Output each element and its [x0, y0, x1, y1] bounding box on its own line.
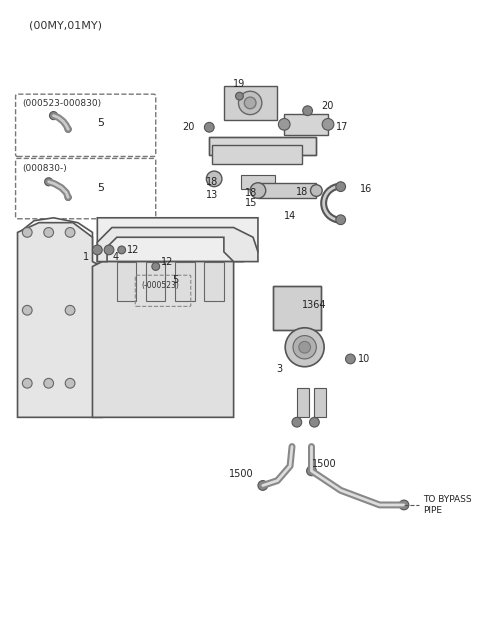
- Circle shape: [336, 215, 346, 225]
- Text: (000830-): (000830-): [23, 164, 67, 173]
- Bar: [72, 374, 86, 408]
- Circle shape: [307, 466, 316, 476]
- Bar: [166, 262, 187, 301]
- Circle shape: [49, 112, 58, 120]
- Text: 19: 19: [233, 79, 246, 90]
- Circle shape: [65, 126, 71, 132]
- Text: 17: 17: [336, 122, 348, 132]
- Text: TO BYPASS
PIPE: TO BYPASS PIPE: [423, 495, 472, 515]
- Text: 16: 16: [360, 184, 372, 193]
- Bar: [314, 388, 326, 417]
- Bar: [195, 262, 216, 301]
- Polygon shape: [175, 262, 195, 301]
- Circle shape: [206, 171, 222, 187]
- Bar: [166, 262, 187, 301]
- Bar: [209, 137, 316, 154]
- Circle shape: [250, 183, 266, 198]
- Text: 5: 5: [97, 118, 104, 129]
- Circle shape: [278, 118, 290, 130]
- Bar: [209, 137, 316, 154]
- Text: 20: 20: [182, 122, 195, 132]
- Text: 15: 15: [245, 198, 257, 208]
- Polygon shape: [204, 262, 224, 301]
- Text: 18: 18: [206, 177, 218, 187]
- Polygon shape: [146, 262, 166, 301]
- Polygon shape: [117, 262, 136, 301]
- Circle shape: [152, 262, 160, 270]
- Text: (000523-000830): (000523-000830): [23, 99, 101, 108]
- Circle shape: [44, 228, 54, 237]
- Circle shape: [44, 378, 54, 388]
- Text: 3: 3: [276, 364, 282, 374]
- Circle shape: [204, 122, 214, 132]
- Circle shape: [299, 341, 311, 353]
- Polygon shape: [18, 223, 102, 417]
- Circle shape: [310, 417, 319, 427]
- Bar: [136, 262, 158, 301]
- Polygon shape: [97, 218, 258, 262]
- Circle shape: [244, 97, 256, 109]
- Bar: [297, 388, 309, 417]
- Polygon shape: [97, 228, 258, 262]
- Polygon shape: [93, 262, 234, 417]
- Bar: [136, 262, 158, 301]
- Circle shape: [104, 245, 114, 255]
- Circle shape: [292, 417, 302, 427]
- Text: 1364: 1364: [302, 300, 326, 310]
- Circle shape: [285, 328, 324, 367]
- Circle shape: [23, 228, 32, 237]
- Text: 12: 12: [127, 245, 139, 255]
- Circle shape: [293, 335, 316, 359]
- Bar: [241, 175, 276, 189]
- Text: 1500: 1500: [312, 459, 336, 469]
- Text: 20: 20: [321, 101, 334, 111]
- Text: 1500: 1500: [228, 468, 253, 479]
- Bar: [195, 262, 216, 301]
- Text: 1: 1: [84, 252, 90, 262]
- Circle shape: [118, 246, 126, 254]
- Text: (-000523): (-000523): [141, 282, 179, 291]
- Circle shape: [236, 92, 243, 100]
- Bar: [94, 374, 108, 408]
- Circle shape: [239, 92, 262, 115]
- Circle shape: [311, 185, 322, 196]
- Circle shape: [322, 118, 334, 130]
- Text: 10: 10: [358, 354, 371, 364]
- Text: 18: 18: [296, 186, 308, 196]
- Text: 14: 14: [284, 211, 296, 221]
- Text: (00MY,01MY): (00MY,01MY): [29, 20, 102, 30]
- Text: 18: 18: [245, 188, 258, 198]
- Text: 5: 5: [97, 182, 104, 193]
- Bar: [50, 374, 65, 408]
- Polygon shape: [22, 252, 229, 398]
- Polygon shape: [20, 218, 121, 388]
- Circle shape: [65, 195, 71, 200]
- Polygon shape: [212, 145, 302, 164]
- Bar: [224, 86, 277, 120]
- Circle shape: [399, 500, 409, 510]
- Bar: [22, 296, 119, 412]
- Circle shape: [93, 245, 102, 255]
- Bar: [107, 262, 129, 301]
- Circle shape: [45, 178, 53, 186]
- Circle shape: [65, 228, 75, 237]
- Text: 4: 4: [113, 252, 119, 262]
- Bar: [107, 262, 129, 301]
- Bar: [273, 286, 321, 330]
- Circle shape: [258, 481, 268, 490]
- Circle shape: [303, 106, 312, 116]
- Text: 13: 13: [206, 191, 218, 200]
- Text: 5: 5: [172, 275, 179, 285]
- Bar: [273, 286, 321, 330]
- Circle shape: [65, 378, 75, 388]
- Circle shape: [23, 305, 32, 315]
- Circle shape: [346, 354, 355, 364]
- Bar: [284, 114, 328, 135]
- Text: 12: 12: [161, 257, 173, 267]
- Circle shape: [336, 182, 346, 191]
- Circle shape: [65, 305, 75, 315]
- Circle shape: [23, 378, 32, 388]
- Bar: [258, 183, 316, 198]
- Bar: [29, 374, 44, 408]
